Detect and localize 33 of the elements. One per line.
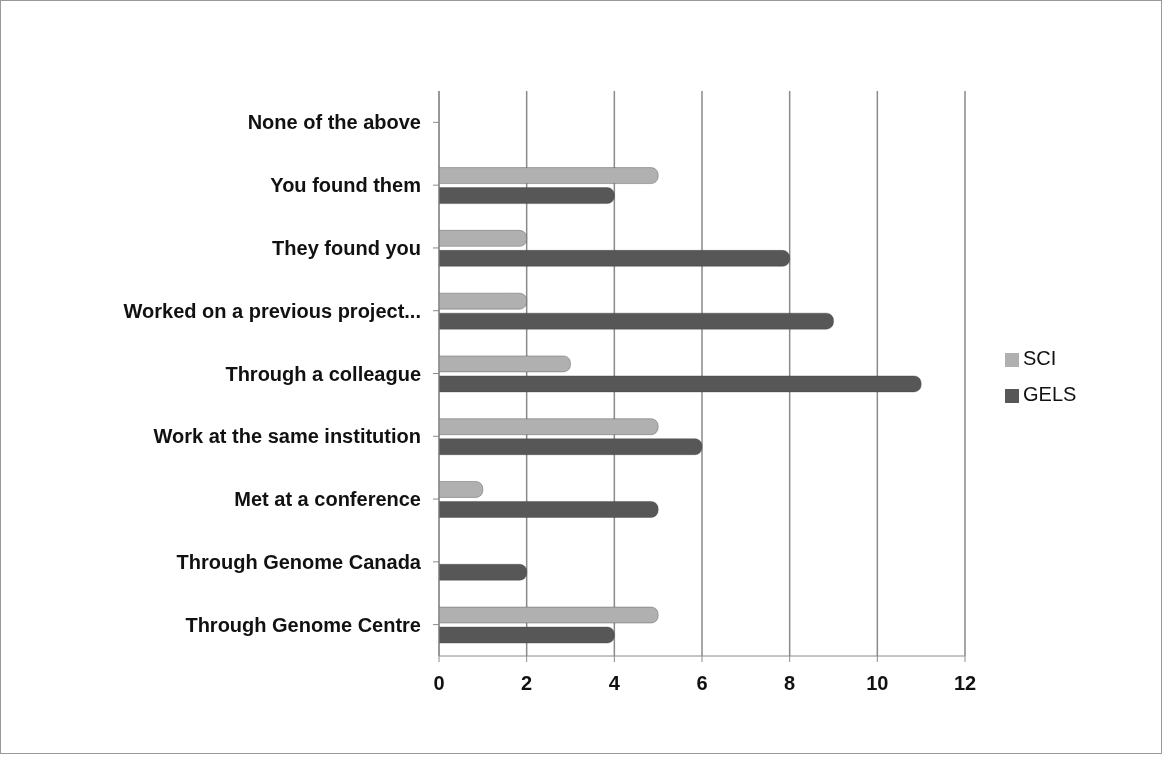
y-tick-label: Through a colleague <box>225 362 421 385</box>
y-tick-label: Through Genome Centre <box>185 613 421 636</box>
bar <box>439 355 571 373</box>
bar <box>439 229 528 247</box>
bar <box>439 500 659 518</box>
legend-label: SCI <box>1023 347 1057 369</box>
y-tick-label: Worked on a previous project... <box>123 299 421 322</box>
y-tick-label: Work at the same institution <box>153 425 421 448</box>
y-tick-label: Through Genome Canada <box>176 550 422 573</box>
x-tick-label: 12 <box>953 672 977 695</box>
bar <box>439 606 659 624</box>
bar <box>439 418 659 436</box>
bar <box>439 187 615 205</box>
x-tick-label: 6 <box>696 672 708 695</box>
bar <box>439 563 528 581</box>
x-tick-label: 8 <box>784 672 796 695</box>
x-tick-label: 4 <box>608 672 621 695</box>
bar <box>439 480 484 498</box>
bar <box>439 292 528 310</box>
y-tick-label: You found them <box>270 174 421 197</box>
y-tick-label: None of the above <box>247 111 421 134</box>
bar <box>439 438 703 456</box>
x-tick-label: 2 <box>521 672 533 695</box>
bar <box>439 249 791 267</box>
bar <box>439 167 659 185</box>
bar <box>439 626 615 644</box>
y-tick-label: Met at a conference <box>234 488 421 511</box>
legend-label: GELS <box>1023 383 1077 405</box>
y-tick-label: They found you <box>272 237 421 260</box>
x-tick-label: 0 <box>433 672 445 695</box>
bar <box>439 312 834 330</box>
x-tick-label: 10 <box>866 672 889 695</box>
bar <box>439 375 922 393</box>
